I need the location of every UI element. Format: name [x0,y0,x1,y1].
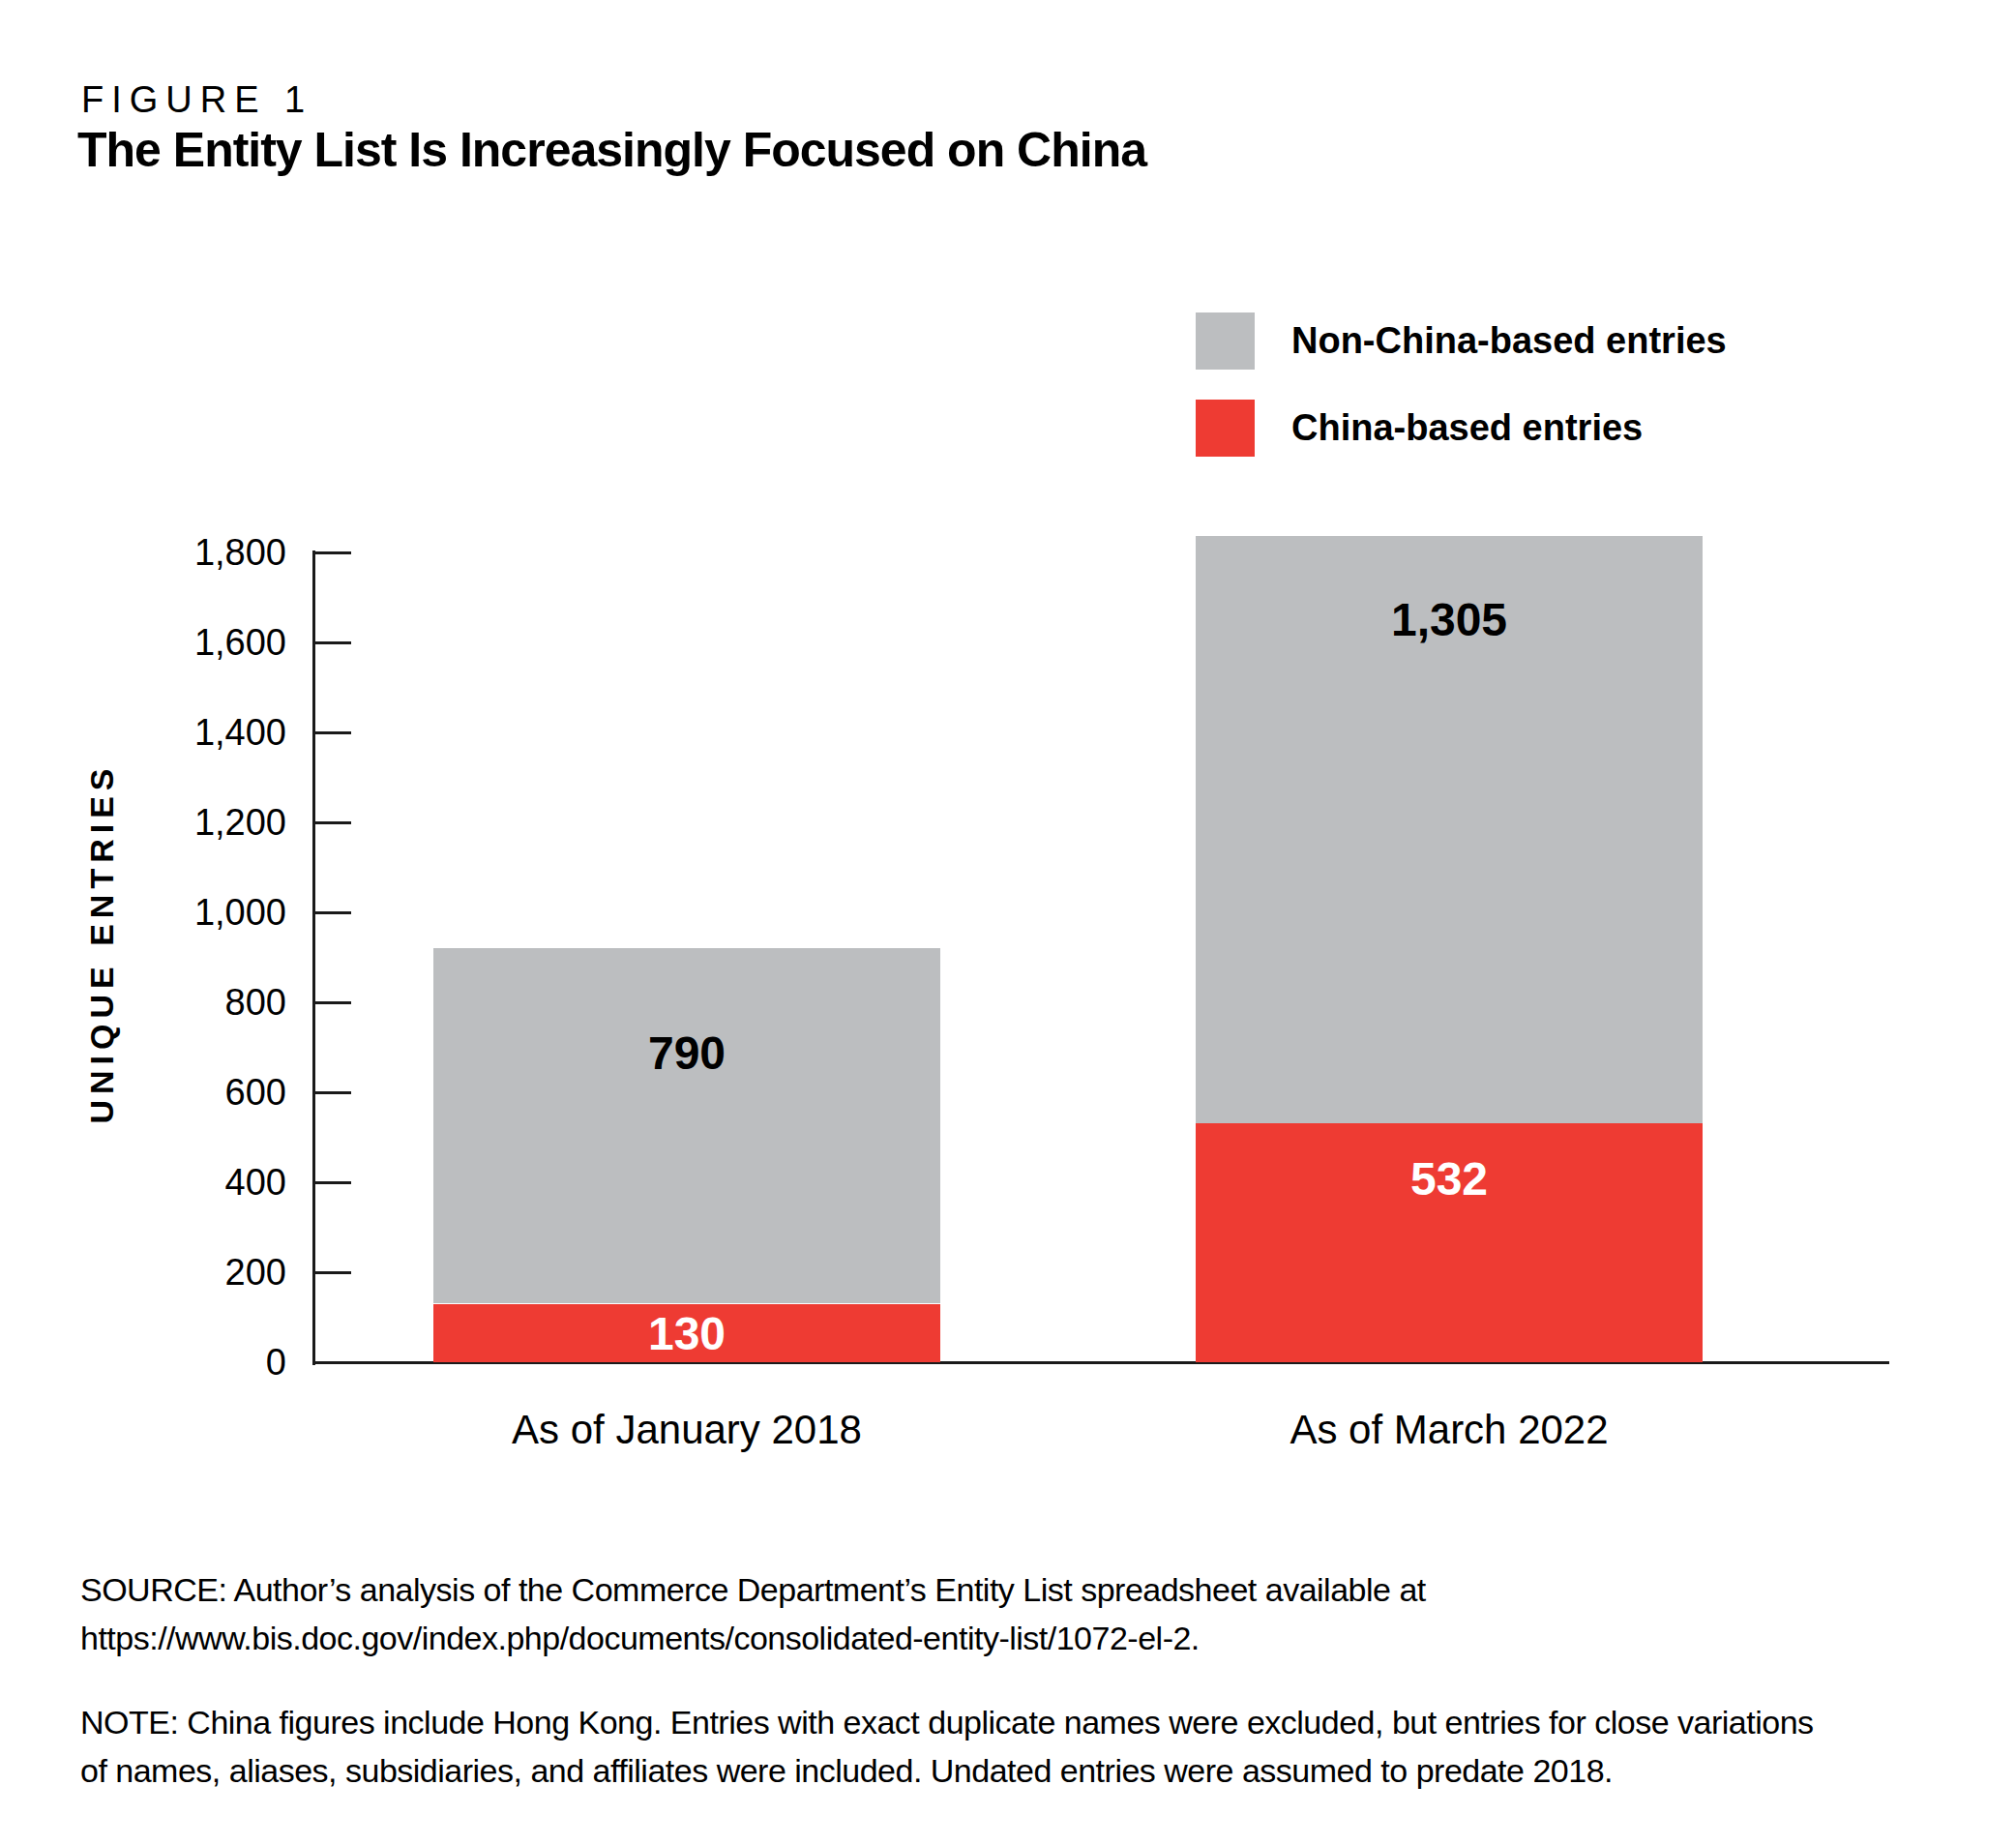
y-tick [312,641,351,644]
y-tick [312,731,351,734]
bar-value-label: 790 [493,1024,880,1082]
x-category-label: As of January 2018 [377,1405,996,1455]
y-tick-label: 1,600 [83,621,286,664]
y-axis-title: UNIQUE ENTRIES [83,762,121,1123]
bar-segment-non-china [433,948,940,1303]
legend-label: Non-China-based entries [1291,320,1727,362]
y-tick [312,551,351,554]
y-tick [312,1271,351,1274]
source-line: https://www.bis.doc.gov/index.php/docume… [80,1614,1426,1662]
legend-label: China-based entries [1291,407,1643,449]
legend: Non-China-based entries China-based entri… [1196,312,1727,457]
y-tick-label: 0 [83,1341,286,1384]
y-tick [312,1001,351,1004]
note-line: NOTE: China figures include Hong Kong. E… [80,1698,1814,1746]
y-axis-line [312,551,315,1365]
y-tick-label: 1,400 [83,711,286,754]
note-text: NOTE: China figures include Hong Kong. E… [80,1698,1814,1795]
legend-swatch-china [1196,400,1255,457]
y-tick [312,821,351,824]
y-tick [312,1181,351,1184]
bar-value-label: 1,305 [1256,590,1643,648]
source-line: SOURCE: Author’s analysis of the Commerc… [80,1565,1426,1614]
figure-page: FIGURE 1 The Entity List Is Increasingly… [0,0,2016,1845]
legend-item: China-based entries [1196,400,1727,457]
source-text: SOURCE: Author’s analysis of the Commerc… [80,1565,1426,1662]
bar-value-label: 532 [1256,1149,1643,1207]
y-tick [312,911,351,914]
legend-swatch-non-china [1196,312,1255,370]
x-category-label: As of March 2022 [1140,1405,1759,1455]
y-tick-label: 1,800 [83,531,286,574]
figure-label: FIGURE 1 [81,79,312,121]
legend-item: Non-China-based entries [1196,312,1727,370]
y-tick-label: 200 [83,1251,286,1294]
y-tick [312,1091,351,1094]
note-line: of names, aliases, subsidiaries, and aff… [80,1746,1814,1795]
chart-title: The Entity List Is Increasingly Focused … [77,122,1146,178]
y-tick-label: 400 [83,1161,286,1204]
bar-value-label: 130 [493,1304,880,1362]
